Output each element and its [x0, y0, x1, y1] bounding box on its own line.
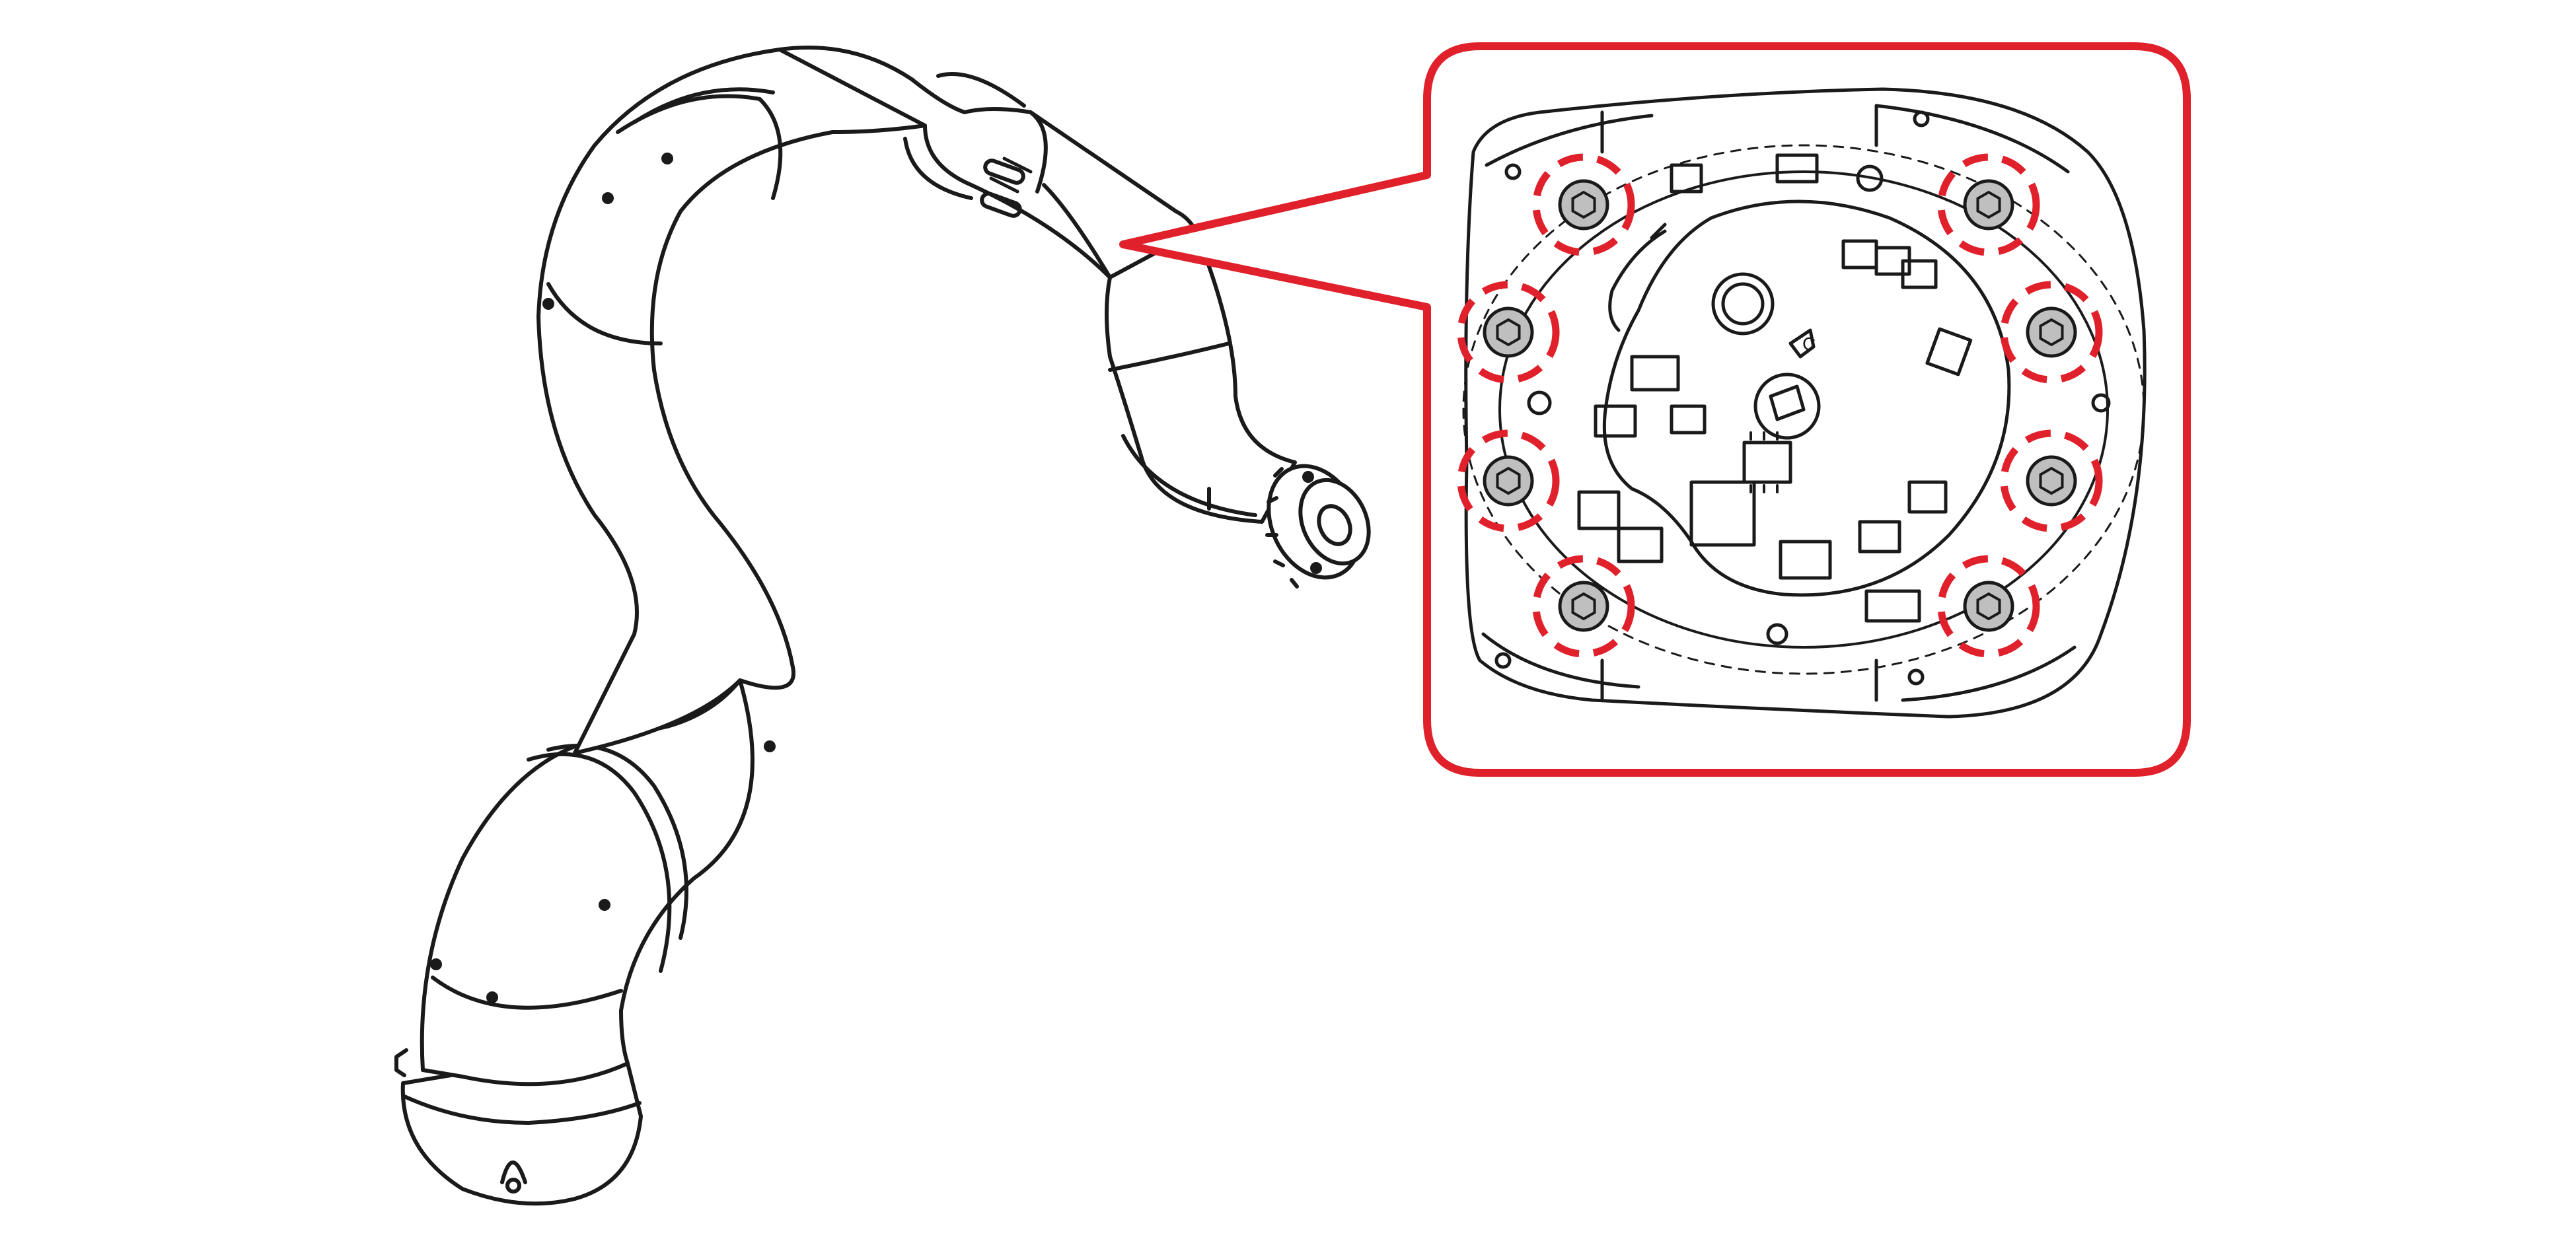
socket-head-bolt-icon: [1558, 179, 1609, 231]
hex-socket-icon: [1496, 318, 1521, 347]
bolt-highlight-ring: [2000, 429, 2103, 532]
bolt-7: [1532, 555, 1635, 658]
hex-socket-icon: [1571, 592, 1596, 621]
hex-socket-icon: [1976, 592, 2001, 621]
hex-socket-icon: [2039, 466, 2064, 495]
socket-head-bolt-icon: [1483, 306, 1534, 358]
hex-socket-icon: [1976, 190, 2001, 219]
bolt-highlight-ring: [1457, 429, 1560, 532]
socket-head-bolt-icon: [2026, 455, 2077, 507]
hex-socket-icon: [2039, 318, 2064, 347]
bolt-group: [1457, 153, 2103, 658]
hex-socket-icon: [1571, 190, 1596, 219]
bolt-highlight-ring: [1457, 281, 1560, 384]
robot-arm-drawing: [394, 46, 1371, 1206]
bolt-highlight-ring: [1937, 153, 2040, 256]
socket-head-bolt-icon: [1963, 179, 2014, 231]
arm-tool-flange: [1265, 464, 1371, 589]
bolt-6: [2000, 429, 2103, 532]
arm-forearm: [778, 46, 1198, 316]
bolt-4: [2000, 281, 2103, 384]
arm-upper-link: [536, 46, 927, 755]
housing-outline: [1464, 87, 2147, 719]
hex-socket-icon: [1496, 466, 1521, 495]
socket-head-bolt-icon: [1963, 581, 2014, 632]
bolt-8: [1937, 555, 2040, 658]
bolt-3: [1457, 281, 1560, 384]
bolt-circle: [1462, 144, 2145, 675]
bolt-1: [1532, 153, 1635, 256]
bolt-highlight-ring: [1532, 555, 1635, 658]
bolt-5: [1457, 429, 1560, 532]
bolt-highlight-ring: [2000, 281, 2103, 384]
arm-wrist: [1105, 229, 1297, 524]
bolt-highlight-ring: [1532, 153, 1635, 256]
socket-head-bolt-icon: [2026, 306, 2077, 358]
bolt-2: [1937, 153, 2040, 256]
socket-head-bolt-icon: [1558, 581, 1609, 632]
joint-flange-detail: C: [1462, 87, 2147, 719]
bolt-highlight-ring: [1937, 555, 2040, 658]
socket-head-bolt-icon: [1483, 455, 1534, 507]
svg-text:C: C: [1802, 334, 1816, 354]
